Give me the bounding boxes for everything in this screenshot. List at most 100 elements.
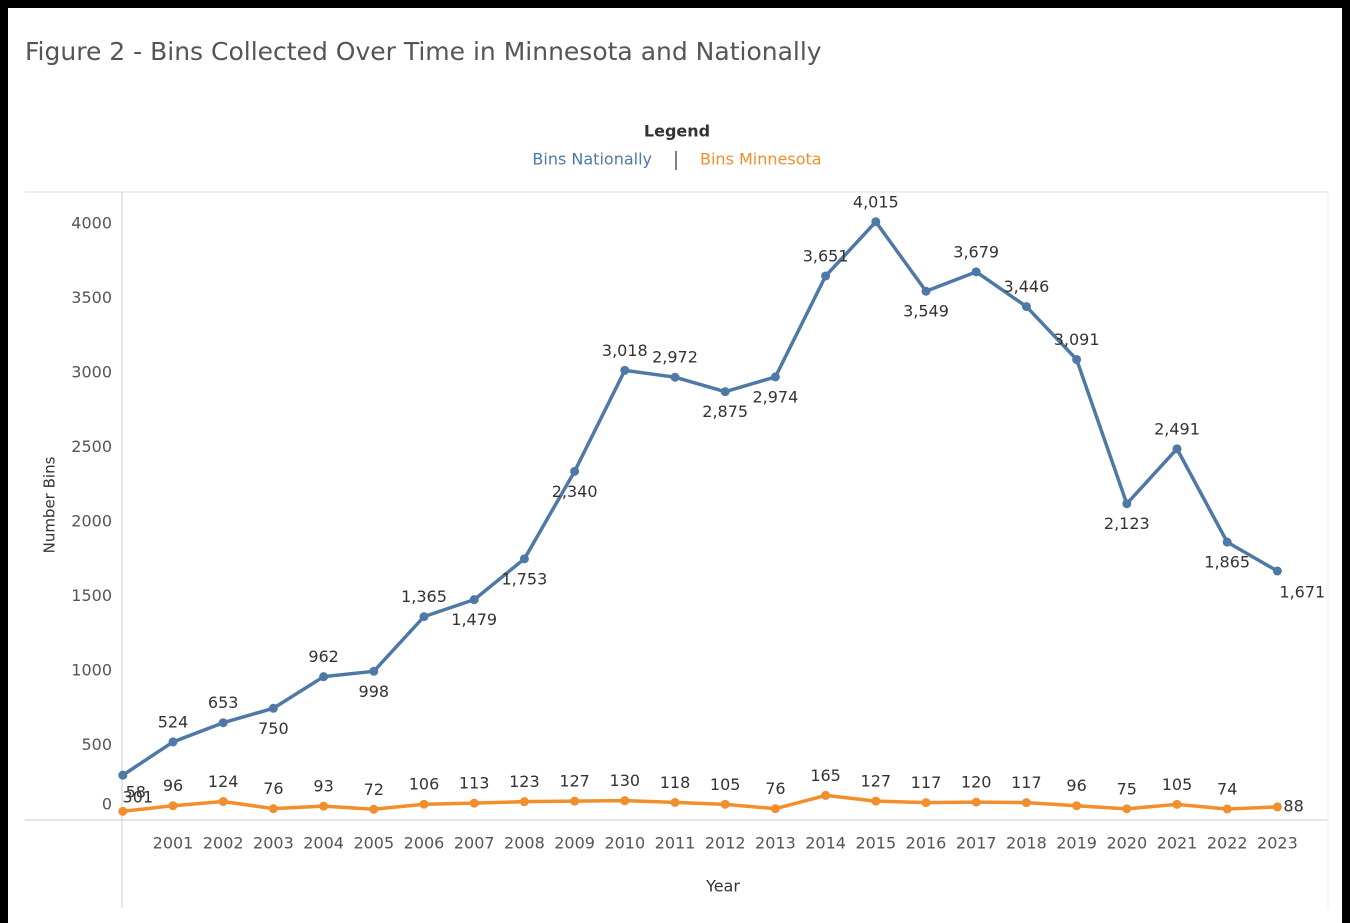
data-point [419, 612, 429, 622]
data-point [469, 798, 479, 808]
data-point [720, 799, 730, 809]
data-label: 2,972 [652, 348, 698, 367]
data-label: 2,491 [1154, 419, 1200, 438]
data-point [218, 718, 228, 728]
data-point [570, 796, 580, 806]
data-label: 3,018 [602, 341, 648, 360]
x-tick-label: 2005 [353, 834, 394, 853]
x-tick-label: 2006 [404, 834, 445, 853]
data-point [168, 737, 178, 747]
data-point [1072, 801, 1082, 811]
data-label: 96 [163, 776, 183, 795]
data-point [268, 804, 278, 814]
data-point [469, 595, 479, 605]
data-point [1172, 799, 1182, 809]
data-label: 76 [765, 779, 785, 798]
series-line [121, 220, 1279, 777]
data-label: 96 [1066, 776, 1086, 795]
data-label: 1,479 [451, 610, 497, 629]
data-label: 105 [1162, 775, 1193, 794]
data-label: 113 [459, 774, 490, 793]
data-label: 3,446 [1003, 277, 1049, 296]
x-tick-label: 2015 [855, 834, 896, 853]
data-point [369, 804, 379, 814]
y-tick-label: 1500 [71, 586, 112, 605]
x-tick-label: 2017 [956, 834, 997, 853]
data-label: 123 [509, 772, 540, 791]
data-label: 2,875 [702, 402, 748, 421]
x-tick-label: 2012 [705, 834, 746, 853]
data-label: 88 [1283, 796, 1303, 815]
x-tick-label: 2016 [906, 834, 947, 853]
data-point [871, 217, 881, 227]
data-point [1222, 537, 1232, 547]
data-point [921, 798, 931, 808]
x-tick-label: 2013 [755, 834, 796, 853]
data-point [670, 372, 680, 382]
data-label: 120 [961, 773, 992, 792]
data-point [268, 703, 278, 713]
data-label: 74 [1217, 779, 1237, 798]
x-tick-label: 2007 [454, 834, 495, 853]
data-label: 2,340 [552, 482, 598, 501]
data-label: 4,015 [853, 192, 899, 211]
data-point [1272, 802, 1282, 812]
data-point [1021, 302, 1031, 312]
data-point [1172, 444, 1182, 454]
x-tick-label: 2003 [253, 834, 294, 853]
series-line [122, 793, 1278, 814]
x-tick-label: 2023 [1257, 834, 1298, 853]
data-point [118, 770, 128, 780]
x-tick-label: 2011 [655, 834, 696, 853]
x-tick-label: 2008 [504, 834, 545, 853]
x-tick-label: 2014 [805, 834, 846, 853]
data-point [1122, 499, 1132, 509]
data-point [720, 387, 730, 397]
data-label: 165 [810, 766, 841, 785]
y-tick-label: 500 [81, 735, 112, 754]
x-tick-label: 2004 [303, 834, 344, 853]
data-point [1272, 566, 1282, 576]
x-tick-label: 2019 [1056, 834, 1097, 853]
data-point [319, 672, 329, 682]
data-label: 653 [208, 693, 239, 712]
x-axis-title: Year [705, 877, 740, 896]
data-point [821, 790, 831, 800]
data-point [570, 466, 580, 476]
data-point [921, 286, 931, 296]
data-label: 130 [610, 771, 641, 790]
data-point [419, 799, 429, 809]
data-label: 58 [126, 783, 146, 802]
data-label: 117 [911, 773, 942, 792]
data-label: 76 [263, 779, 283, 798]
data-label: 118 [660, 773, 691, 792]
chart-title: Figure 2 - Bins Collected Over Time in M… [25, 37, 822, 66]
data-label: 75 [1117, 779, 1137, 798]
data-label: 998 [359, 682, 390, 701]
x-tick-label: 2021 [1157, 834, 1198, 853]
x-tick-label: 2018 [1006, 834, 1047, 853]
data-point [168, 801, 178, 811]
data-label: 1,671 [1279, 583, 1325, 602]
data-point [118, 806, 128, 816]
data-label: 106 [409, 775, 440, 794]
data-point [319, 801, 329, 811]
y-tick-label: 0 [102, 795, 112, 814]
data-point [1021, 798, 1031, 808]
data-point [971, 797, 981, 807]
data-label: 3,679 [953, 242, 999, 261]
legend-entry: Bins Nationally [532, 150, 652, 169]
y-tick-label: 3500 [71, 288, 112, 307]
data-point [821, 271, 831, 281]
data-point [620, 365, 630, 375]
data-label: 127 [861, 772, 892, 791]
data-label: 124 [208, 772, 239, 791]
x-tick-label: 2022 [1207, 834, 1248, 853]
x-tick-label: 2009 [554, 834, 595, 853]
y-axis-title: Number Bins [41, 456, 59, 553]
data-point [670, 797, 680, 807]
data-point [770, 372, 780, 382]
data-label: 72 [364, 780, 384, 799]
data-point [871, 796, 881, 806]
